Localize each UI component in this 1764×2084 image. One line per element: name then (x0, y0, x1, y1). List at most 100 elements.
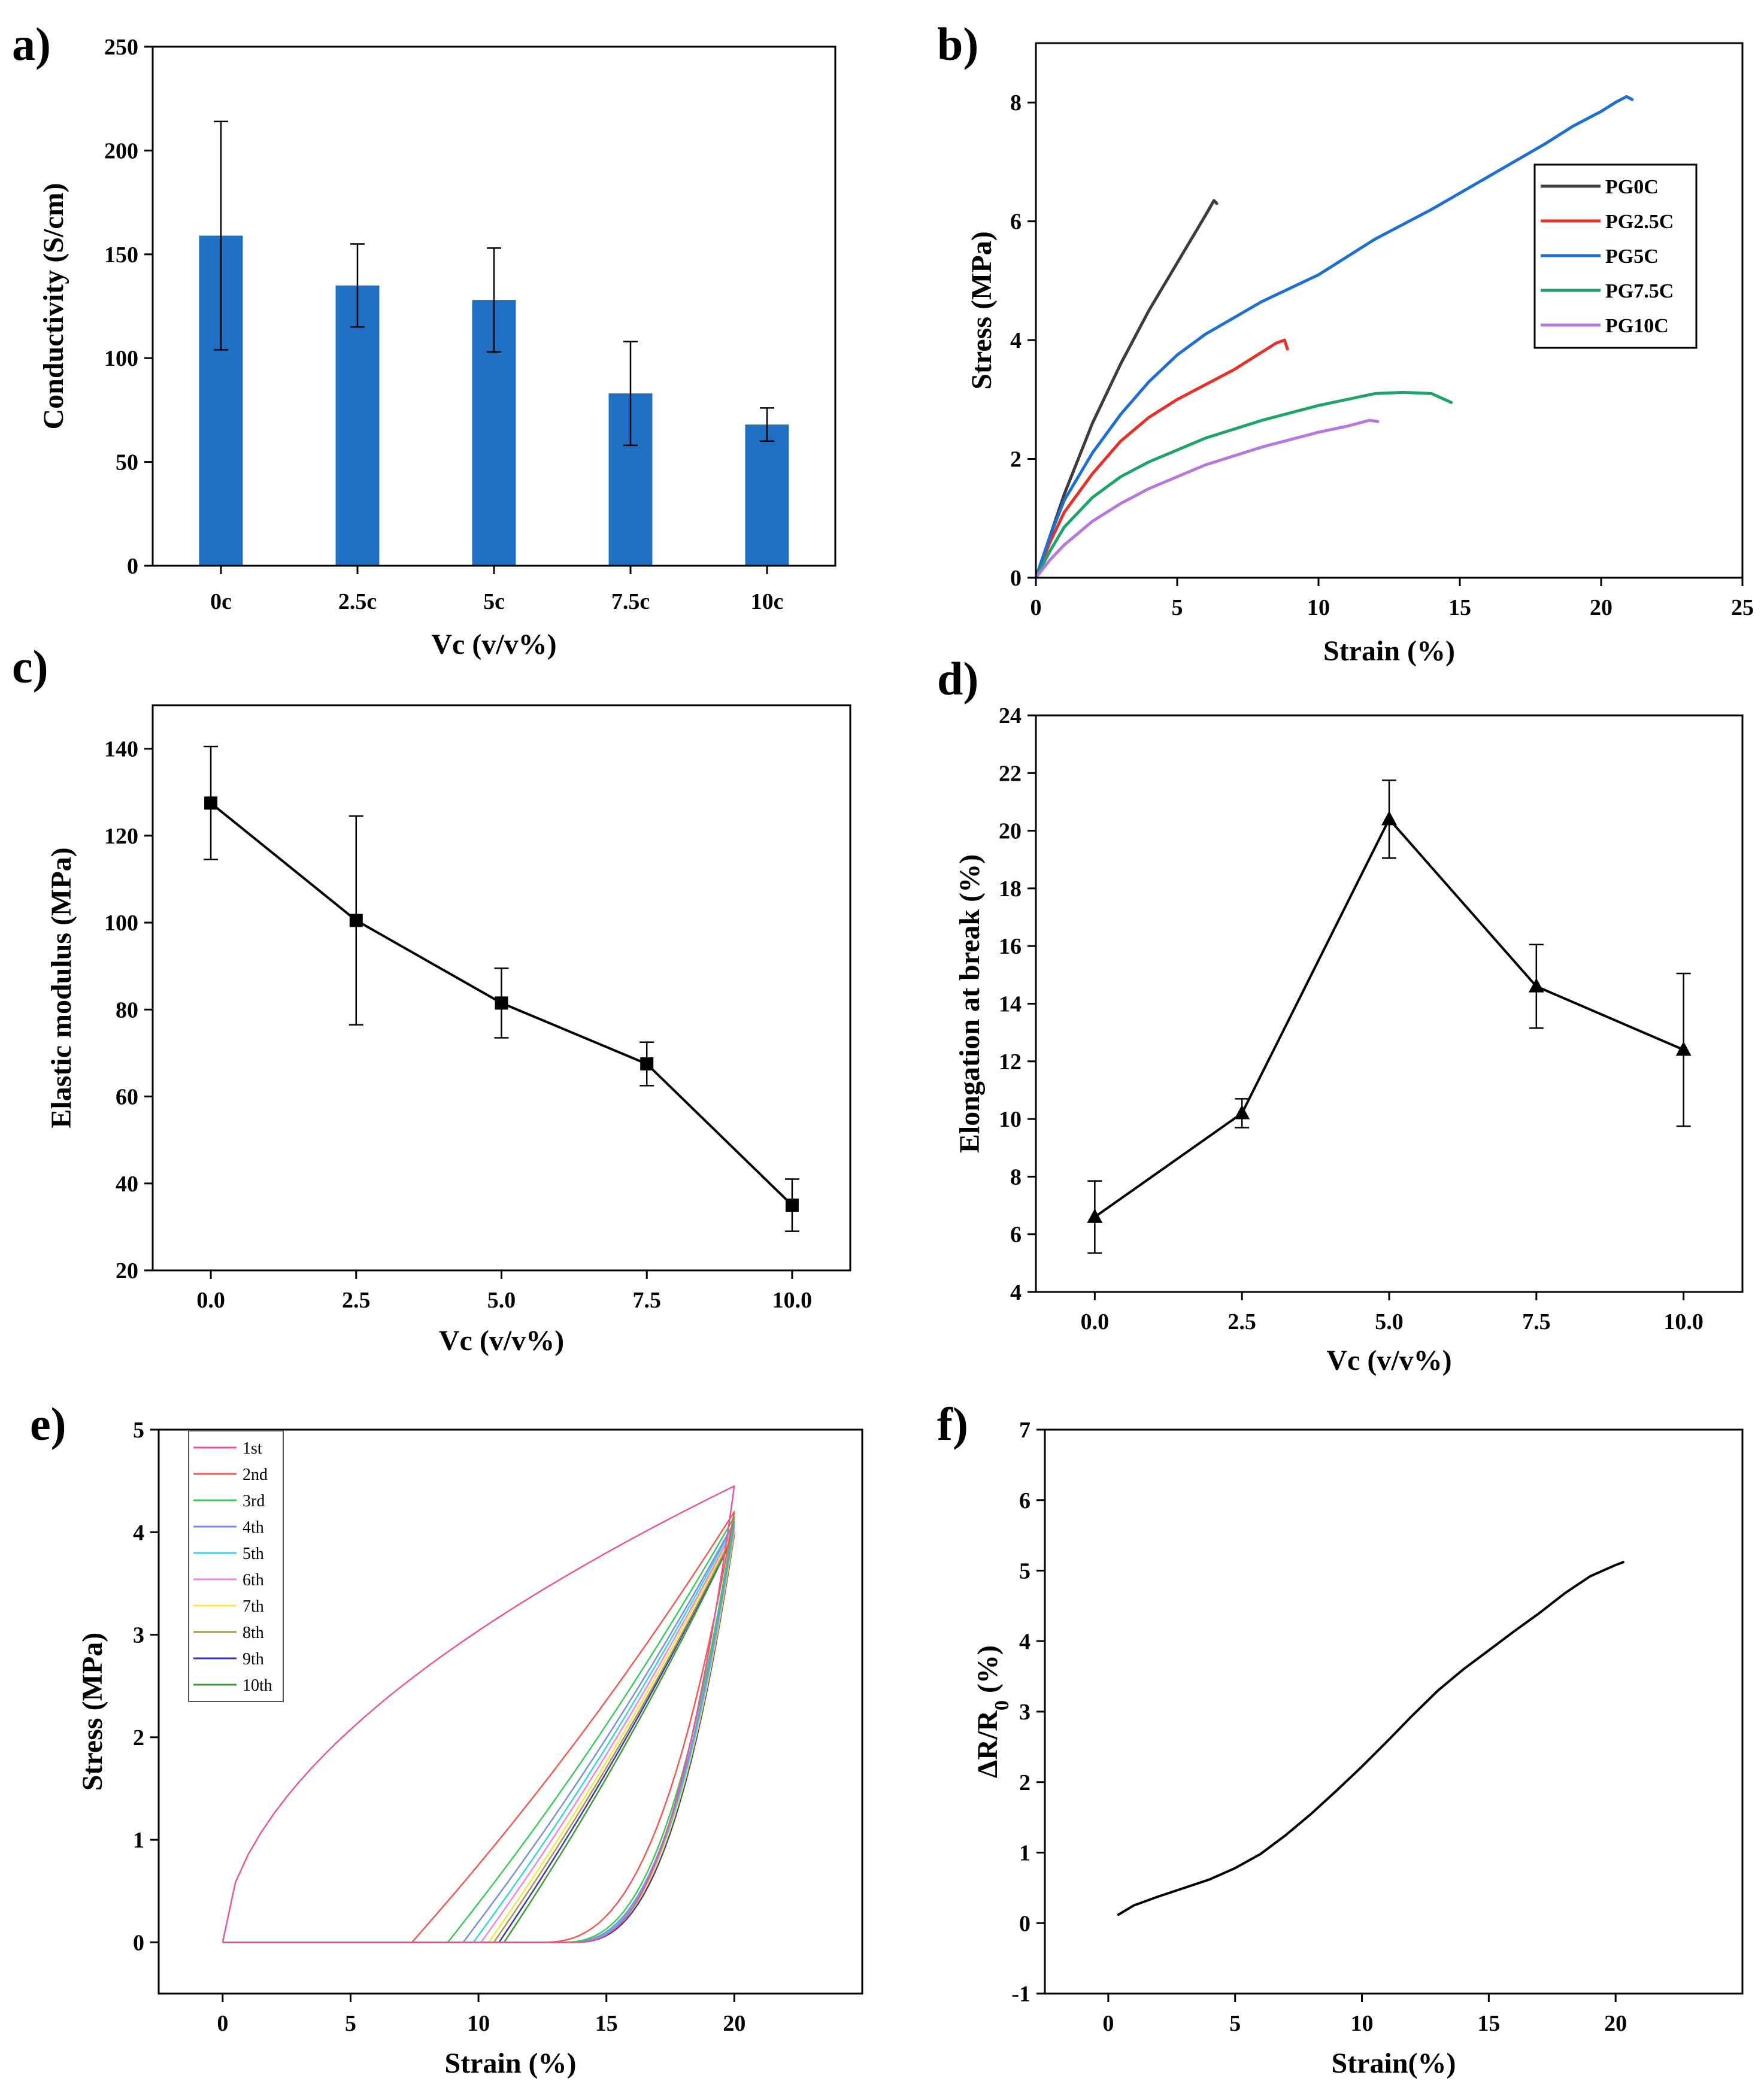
data-point-d (1381, 811, 1397, 826)
data-point-d (1234, 1105, 1250, 1120)
y-tick-label-e: 0 (133, 1930, 144, 1955)
x-tick-label-b: 10 (1307, 595, 1330, 620)
bar-10c (745, 424, 789, 566)
y-tick-label-c: 120 (104, 824, 138, 849)
y-axis-title-b: Stress (MPa) (966, 231, 998, 389)
y-tick-label-d: 6 (1010, 1223, 1022, 1248)
series-line-PG7.5C (1034, 390, 1453, 580)
y-tick-label-e: 4 (133, 1520, 144, 1545)
bar-2.5c (335, 285, 380, 566)
legend-label-PG2.5C: PG2.5C (1605, 211, 1674, 233)
cycle-line-8th (222, 1531, 735, 1943)
plot-frame-a (151, 45, 836, 567)
y-tick-label-a: 250 (104, 35, 138, 60)
y-tick-label-e: 3 (133, 1623, 144, 1648)
y-tick-label-f: 4 (1019, 1629, 1030, 1654)
y-axis-title-e: Stress (MPa) (77, 1633, 108, 1791)
legend-label-PG10C: PG10C (1605, 315, 1669, 337)
y-tick-label-d: 16 (999, 934, 1022, 959)
panel-label-a: a) (12, 18, 51, 70)
y-tick-label-d: 24 (999, 703, 1022, 729)
cycle-line-4th (222, 1521, 735, 1943)
y-tick-label-c: 40 (116, 1172, 138, 1197)
x-tick-label-d: 7.5 (1522, 1309, 1551, 1334)
y-tick-label-f: 0 (1019, 1911, 1030, 1936)
y-tick-label-b: 6 (1010, 210, 1022, 235)
x-tick-label-a: 0c (210, 589, 232, 614)
y-tick-label-c: 20 (116, 1258, 138, 1284)
panel-label-c: c) (12, 641, 49, 693)
x-axis-title-b: Strain (%) (1323, 635, 1455, 667)
x-tick-label-b: 5 (1172, 595, 1183, 620)
y-tick-label-b: 0 (1010, 566, 1022, 591)
data-point-c (785, 1199, 799, 1212)
x-tick-label-d: 0.0 (1081, 1309, 1110, 1334)
x-axis-title-f: Strain(%) (1332, 2047, 1456, 2079)
data-line-d (1093, 818, 1685, 1218)
x-tick-label-f: 20 (1604, 2011, 1627, 2036)
cycle-line-5th (222, 1523, 735, 1943)
x-tick-label-a: 2.5c (338, 589, 377, 614)
x-tick-label-f: 10 (1351, 2011, 1374, 2036)
y-tick-label-f: 5 (1019, 1559, 1030, 1584)
panel-label-e: e) (30, 1398, 66, 1450)
x-tick-label-e: 20 (723, 2011, 745, 2036)
cycle-line-2nd (222, 1510, 735, 1943)
panel-a: 0c 2.5c 5c 7.5c 10c 0 50 100 150 200 250 a) Vc (v/v%… (12, 18, 836, 660)
cycle-line-1st (222, 1485, 735, 1943)
panel-c: 20 40 60 80 100 120 140 0.0 2.5 5.0 7.5 10.0 c) Vc (v… (12, 641, 851, 1357)
data-point-c (204, 796, 218, 810)
y-axis-title-f: ΔR/R0 (%) (972, 1645, 1013, 1778)
x-tick-label-b: 20 (1590, 595, 1613, 620)
x-axis-title-a: Vc (v/v%) (431, 629, 556, 660)
y-tick-label-d: 10 (999, 1107, 1022, 1132)
y-tick-label-a: 150 (104, 242, 138, 268)
cycle-line-10th (222, 1533, 735, 1943)
y-tick-label-b: 2 (1010, 447, 1022, 472)
data-point-c (349, 914, 363, 927)
cycle-line-7th (222, 1528, 735, 1943)
plot-frame-f (1044, 1428, 1744, 1995)
data-point-d (1087, 1208, 1103, 1223)
y-tick-label-f: 3 (1019, 1700, 1030, 1725)
y-tick-label-d: 22 (999, 761, 1022, 786)
x-tick-label-d: 5.0 (1375, 1309, 1404, 1334)
y-axis-title-c: Elastic modulus (MPa) (46, 847, 77, 1128)
legend-label-4th: 4th (243, 1518, 264, 1537)
x-tick-label-b: 0 (1030, 595, 1042, 620)
y-tick-label-d: 14 (999, 992, 1022, 1017)
x-tick-label-b: 25 (1731, 595, 1754, 620)
panel-e: 0 1 2 3 4 5 0 5 10 15 20 e) Strain (%) Stress (MPa) 1s… (30, 1398, 863, 2079)
cycle-line-6th (222, 1526, 735, 1943)
x-tick-label-c: 5.0 (487, 1288, 516, 1313)
y-tick-label-c: 140 (104, 737, 138, 762)
legend-label-5th: 5th (243, 1545, 264, 1563)
y-tick-label-d: 20 (999, 819, 1022, 844)
data-point-d (1675, 1041, 1692, 1056)
x-tick-label-e: 15 (595, 2011, 618, 2036)
y-tick-label-f: 7 (1019, 1418, 1030, 1443)
y-tick-label-a: 100 (104, 346, 138, 371)
x-tick-label-c: 2.5 (342, 1288, 371, 1313)
y-tick-label-f: 2 (1019, 1770, 1030, 1795)
y-tick-label-e: 1 (133, 1828, 144, 1853)
legend-label-3rd: 3rd (243, 1492, 265, 1510)
legend-label-10th: 10th (243, 1676, 272, 1695)
y-tick-label-d: 4 (1010, 1280, 1022, 1305)
y-tick-label-d: 18 (999, 876, 1022, 902)
x-axis-title-e: Strain (%) (445, 2047, 577, 2079)
y-tick-label-a: 200 (104, 138, 138, 163)
x-tick-label-c: 7.5 (632, 1288, 661, 1313)
x-axis-title-d: Vc (v/v%) (1326, 1345, 1451, 1376)
panel-label-f: f) (937, 1398, 968, 1450)
cycle-line-9th (222, 1531, 735, 1943)
y-tick-label-e: 2 (133, 1725, 144, 1751)
panel-f: -1 0 1 2 3 4 5 6 7 0 5 10 15 20 f) Strain(%) ΔR/R0 (%) (937, 1398, 1744, 2079)
panel-d: 4 6 8 10 12 14 16 18 20 22 24 0.0 2.5 5.0 7.5 10.0 d) Vc … (937, 653, 1744, 1376)
x-tick-label-e: 10 (467, 2011, 490, 2036)
data-line-f (1117, 1561, 1624, 1916)
legend-label-PG0C: PG0C (1605, 176, 1659, 198)
y-axis-title-a: Conductivity (S/cm) (38, 183, 69, 430)
x-tick-label-d: 2.5 (1227, 1309, 1256, 1334)
x-tick-label-c: 0.0 (196, 1288, 225, 1313)
